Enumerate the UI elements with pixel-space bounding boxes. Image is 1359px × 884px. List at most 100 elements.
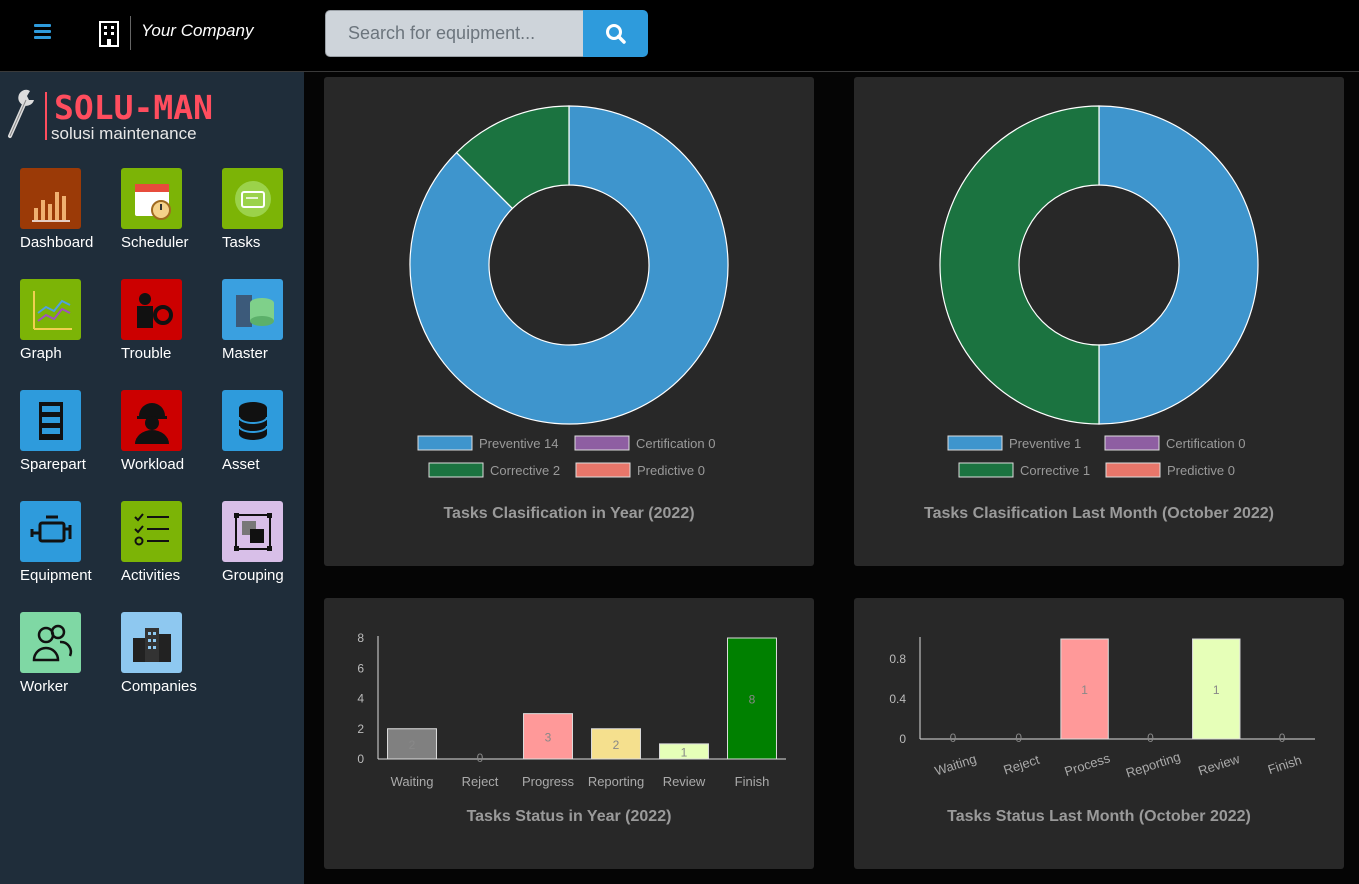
sidebar-item-label: Equipment bbox=[20, 567, 92, 584]
chart-card-year-classification: Preventive 14 Certification 0 Corrective 2… bbox=[324, 77, 814, 566]
bar-finish[interactable] bbox=[727, 637, 777, 760]
y-tick-label: 0.8 bbox=[889, 652, 906, 666]
top-bar: Your Company bbox=[0, 0, 1359, 72]
legend-label: Preventive 14 bbox=[479, 436, 559, 451]
sidebar-item-label: Companies bbox=[121, 678, 197, 695]
engine-icon bbox=[20, 501, 81, 562]
hamburger-menu-icon[interactable] bbox=[34, 24, 51, 40]
bar-value-label: 0 bbox=[477, 751, 484, 765]
sidebar-item-graph[interactable]: Graph bbox=[20, 279, 110, 374]
chart-card-year-status: 0 2 4 6 8 2 Waiting 0 Reject 3 Progress 2 Reporting 1… bbox=[324, 598, 814, 869]
chart-title: Tasks Clasification Last Month (October … bbox=[923, 505, 1274, 522]
bar-value-label: 1 bbox=[1081, 683, 1088, 697]
sidebar-item-label: Graph bbox=[20, 345, 62, 362]
x-tick-label: Finish bbox=[735, 774, 770, 789]
y-tick-label: 6 bbox=[357, 661, 364, 675]
sidebar-item-label: Workload bbox=[121, 456, 185, 473]
y-tick-label: 2 bbox=[357, 722, 364, 736]
sidebar-item-label: Dashboard bbox=[20, 234, 94, 251]
x-tick-label: Review bbox=[1196, 751, 1242, 779]
search-icon bbox=[605, 23, 626, 44]
chart-title: Tasks Status Last Month (October 2022) bbox=[947, 808, 1251, 825]
bar-review[interactable] bbox=[659, 743, 709, 760]
x-tick-label: Reject bbox=[1002, 752, 1042, 778]
database-icon bbox=[222, 390, 283, 451]
pie-chart-month: Preventive 1 Certification 0 Corrective 1 P… bbox=[939, 105, 1259, 478]
legend-item-predictive[interactable]: Predictive 0 bbox=[1105, 462, 1235, 478]
bar-waiting[interactable] bbox=[387, 728, 437, 760]
bar-chart-icon bbox=[20, 168, 81, 229]
sidebar-item-dashboard[interactable]: Dashboard bbox=[20, 168, 110, 263]
brand-logo[interactable]: SOLU-MAN solusi maintenance bbox=[4, 86, 264, 146]
y-tick-label: 0 bbox=[899, 732, 906, 746]
sidebar-item-companies[interactable]: Companies bbox=[121, 612, 211, 707]
bar-value-label: 0 bbox=[1015, 731, 1022, 745]
sidebar: SOLU-MAN solusi maintenance Dashboard Sch… bbox=[0, 72, 304, 884]
sidebar-item-trouble[interactable]: Trouble bbox=[121, 279, 211, 374]
sidebar-item-activities[interactable]: Activities bbox=[121, 501, 211, 596]
search-input[interactable] bbox=[325, 10, 584, 57]
bar-value-label: 0 bbox=[1147, 731, 1154, 745]
header-divider bbox=[130, 16, 131, 50]
sidebar-item-master[interactable]: Master bbox=[222, 279, 312, 374]
users-icon bbox=[20, 612, 81, 673]
chart-title: Tasks Status in Year (2022) bbox=[466, 808, 672, 825]
legend-item-preventive[interactable]: Preventive 1 bbox=[947, 435, 1081, 451]
sidebar-item-tasks[interactable]: Tasks bbox=[222, 168, 312, 263]
building-icon bbox=[99, 21, 119, 47]
bar-value-label: 0 bbox=[950, 731, 957, 745]
bar-process[interactable] bbox=[1060, 638, 1109, 740]
chart-title: Tasks Clasification in Year (2022) bbox=[443, 505, 695, 522]
sidebar-item-scheduler[interactable]: Scheduler bbox=[121, 168, 211, 263]
pie-slice-corrective[interactable] bbox=[939, 105, 1100, 425]
bar-value-label: 8 bbox=[749, 693, 756, 707]
pie-slice-preventive[interactable] bbox=[1098, 105, 1259, 425]
legend-item-preventive[interactable]: Preventive 14 bbox=[417, 435, 559, 451]
sidebar-item-grouping[interactable]: Grouping bbox=[222, 501, 312, 596]
sidebar-item-label: Trouble bbox=[121, 345, 172, 362]
y-tick-label: 0 bbox=[357, 752, 364, 766]
sidebar-item-sparepart[interactable]: Sparepart bbox=[20, 390, 110, 485]
calendar-clock-icon bbox=[121, 168, 182, 229]
pie-chart-year: Preventive 14 Certification 0 Corrective 2… bbox=[409, 105, 729, 478]
bar-progress[interactable] bbox=[523, 713, 573, 760]
bar-review[interactable] bbox=[1192, 638, 1241, 740]
sidebar-item-equipment[interactable]: Equipment bbox=[20, 501, 110, 596]
rack-icon bbox=[20, 390, 81, 451]
legend-label: Corrective 2 bbox=[490, 463, 560, 478]
search-button[interactable] bbox=[583, 10, 648, 57]
x-tick-label: Process bbox=[1063, 750, 1113, 779]
legend-item-corrective[interactable]: Corrective 2 bbox=[428, 462, 560, 478]
logo-divider bbox=[45, 92, 47, 140]
sidebar-item-worker[interactable]: Worker bbox=[20, 612, 110, 707]
legend-item-certification[interactable]: Certification 0 bbox=[1104, 435, 1245, 451]
worker-helmet-icon bbox=[121, 390, 182, 451]
x-tick-label: Waiting bbox=[391, 774, 434, 789]
chart-card-month-classification: Preventive 1 Certification 0 Corrective 1 P… bbox=[854, 77, 1344, 566]
bar-value-label: 2 bbox=[613, 738, 620, 752]
technician-gear-icon bbox=[121, 279, 182, 340]
sidebar-item-label: Grouping bbox=[222, 567, 284, 584]
pie-slice-corrective[interactable] bbox=[455, 105, 570, 210]
sidebar-item-label: Asset bbox=[222, 456, 260, 473]
legend-label: Predictive 0 bbox=[1167, 463, 1235, 478]
x-tick-label: Progress bbox=[522, 774, 575, 789]
x-tick-label: Reject bbox=[462, 774, 499, 789]
bar-value-label: 0 bbox=[1279, 731, 1286, 745]
bar-reporting[interactable] bbox=[591, 728, 641, 760]
x-tick-label: Waiting bbox=[933, 751, 978, 779]
bar-chart-month: 0 0.4 0.8 0 Waiting 0 Reject 1 Process 0 Reporting… bbox=[889, 637, 1315, 781]
x-tick-label: Reporting bbox=[1124, 749, 1182, 781]
legend-item-certification[interactable]: Certification 0 bbox=[574, 435, 715, 451]
card-icon bbox=[222, 168, 283, 229]
legend-item-corrective[interactable]: Corrective 1 bbox=[958, 462, 1090, 478]
y-tick-label: 0.4 bbox=[889, 692, 906, 706]
legend-label: Corrective 1 bbox=[1020, 463, 1090, 478]
sidebar-item-workload[interactable]: Workload bbox=[121, 390, 211, 485]
bar-value-label: 1 bbox=[1213, 683, 1220, 697]
bar-value-label: 2 bbox=[409, 738, 416, 752]
legend-item-predictive[interactable]: Predictive 0 bbox=[575, 462, 705, 478]
x-tick-label: Review bbox=[663, 774, 706, 789]
group-select-icon bbox=[222, 501, 283, 562]
sidebar-item-asset[interactable]: Asset bbox=[222, 390, 312, 485]
